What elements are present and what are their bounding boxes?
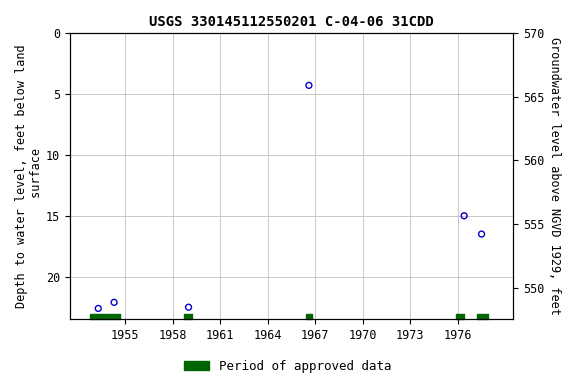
Point: [94, 305, 103, 311]
Y-axis label: Groundwater level above NGVD 1929, feet: Groundwater level above NGVD 1929, feet: [548, 37, 561, 315]
Legend: Period of approved data: Period of approved data: [179, 355, 397, 378]
Point: [109, 299, 119, 305]
Y-axis label: Depth to water level, feet below land
 surface: Depth to water level, feet below land su…: [15, 45, 43, 308]
Title: USGS 330145112550201 C-04-06 31CDD: USGS 330145112550201 C-04-06 31CDD: [149, 15, 434, 29]
Point: [304, 82, 313, 88]
Point: [460, 213, 469, 219]
Point: [477, 231, 486, 237]
Point: [184, 304, 193, 310]
